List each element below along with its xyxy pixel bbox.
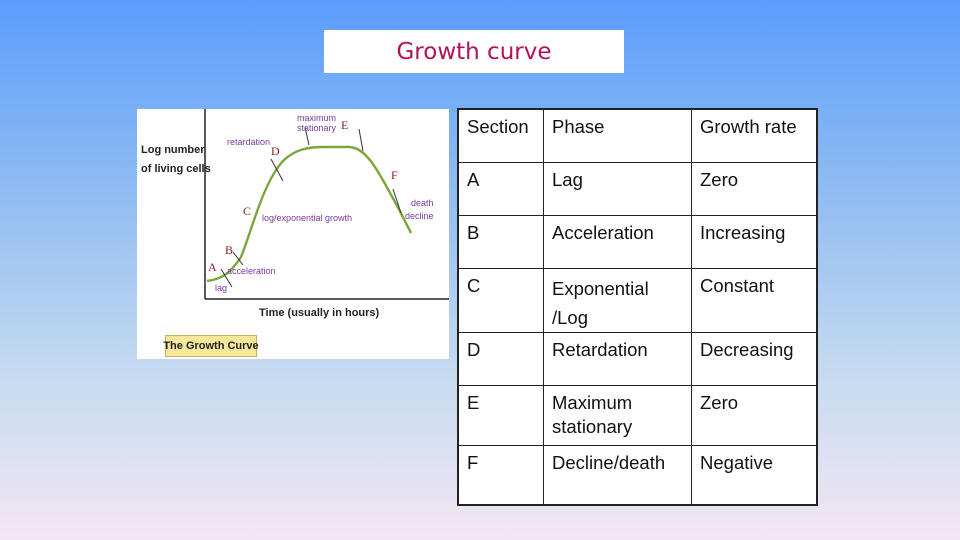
label-decline: decline xyxy=(405,211,434,221)
title-box: Growth curve xyxy=(324,30,624,73)
header-section: Section xyxy=(457,108,544,163)
growth-curve-figure: Log number of living cells Time (usually… xyxy=(137,109,449,359)
table-row: A Lag Zero xyxy=(457,161,818,216)
growth-curve-diagram: Log number of living cells Time (usually… xyxy=(141,109,449,319)
label-lag: lag xyxy=(215,283,227,293)
cell-section: B xyxy=(457,214,544,269)
table-row: E Maximum stationary Zero xyxy=(457,384,818,446)
letter-f: F xyxy=(391,168,398,182)
header-phase: Phase xyxy=(543,108,692,163)
label-maximum: maximum xyxy=(297,113,336,123)
x-axis-label: Time (usually in hours) xyxy=(259,307,380,319)
letter-a: A xyxy=(208,260,217,274)
cell-section: E xyxy=(457,384,544,446)
table-header-row: Section Phase Growth rate xyxy=(457,108,818,163)
growth-curve-line xyxy=(206,145,413,283)
cell-rate: Negative xyxy=(691,444,818,506)
table-row: C Exponential /Log Constant xyxy=(457,267,818,333)
table-row: B Acceleration Increasing xyxy=(457,214,818,269)
divider-d-e xyxy=(304,126,310,146)
label-stationary: stationary xyxy=(297,123,337,133)
cell-phase: Maximum stationary xyxy=(543,384,692,446)
table-row: D Retardation Decreasing xyxy=(457,331,818,386)
label-acceleration: acceleration xyxy=(227,266,276,276)
cell-section: D xyxy=(457,331,544,386)
cell-rate: Zero xyxy=(691,161,818,216)
label-retardation: retardation xyxy=(227,137,270,147)
divider-f-death xyxy=(392,188,402,214)
y-axis-label-line2: of living cells xyxy=(141,163,211,175)
label-death: death xyxy=(411,198,434,208)
label-log-growth: log/exponential growth xyxy=(262,213,352,223)
cell-phase: Acceleration xyxy=(543,214,692,269)
cell-phase: Exponential /Log xyxy=(543,267,692,333)
divider-c-d xyxy=(270,158,284,182)
growth-phase-table: Section Phase Growth rate A Lag Zero B A… xyxy=(457,108,818,506)
slide-title: Growth curve xyxy=(396,38,552,65)
header-growth-rate: Growth rate xyxy=(691,108,818,163)
cell-section: C xyxy=(457,267,544,333)
divider-e-f xyxy=(358,128,364,152)
divider-b-c xyxy=(232,251,244,266)
cell-section: A xyxy=(457,161,544,216)
figure-caption: The Growth Curve xyxy=(163,335,259,357)
cell-phase: Lag xyxy=(543,161,692,216)
letter-b: B xyxy=(225,243,233,257)
cell-phase: Retardation xyxy=(543,331,692,386)
cell-section: F xyxy=(457,444,544,506)
table-row: F Decline/death Negative xyxy=(457,444,818,506)
cell-rate: Zero xyxy=(691,384,818,446)
divider-a-b xyxy=(220,268,233,288)
cell-rate: Decreasing xyxy=(691,331,818,386)
letter-e: E xyxy=(341,118,348,132)
cell-phase: Decline/death xyxy=(543,444,692,506)
letter-c: C xyxy=(243,204,251,218)
letter-d: D xyxy=(271,144,280,158)
cell-rate: Constant xyxy=(691,267,818,333)
cell-rate: Increasing xyxy=(691,214,818,269)
y-axis-label-line1: Log number xyxy=(141,144,205,156)
